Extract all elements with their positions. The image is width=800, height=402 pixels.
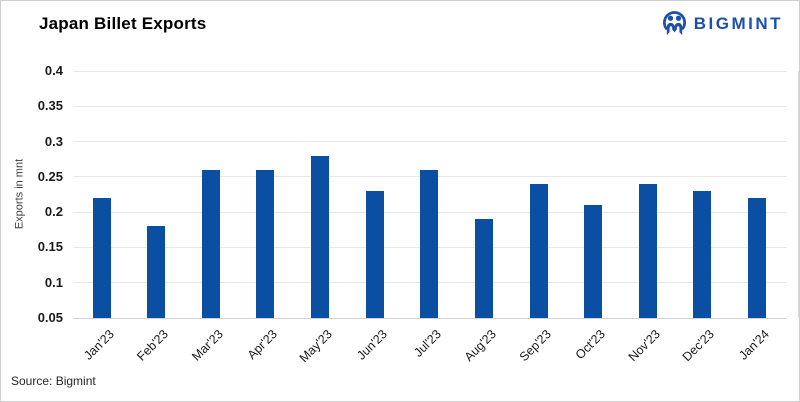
gridline bbox=[73, 141, 787, 143]
x-axis-tick-label: Sep'23 bbox=[516, 327, 554, 365]
x-axis-tick-label: Jun'23 bbox=[353, 327, 390, 363]
plot-right-border bbox=[798, 71, 799, 318]
x-axis-tick-label: Apr'23 bbox=[245, 327, 281, 363]
bar-Feb'23 bbox=[147, 226, 166, 318]
x-axis-tick-label: Mar'23 bbox=[189, 327, 226, 364]
bar-Nov'23 bbox=[638, 183, 657, 318]
y-axis-tick-label: 0.4 bbox=[44, 63, 63, 78]
gridline bbox=[73, 105, 787, 107]
x-axis-tick-label: Jul'23 bbox=[411, 327, 445, 360]
y-axis-title: Exports in mnt bbox=[13, 158, 26, 230]
bar-Dec'23 bbox=[693, 190, 712, 318]
y-axis-tick-label: 0.2 bbox=[44, 204, 63, 220]
bar-May'23 bbox=[311, 155, 329, 318]
x-axis-tick-label: Jan'23 bbox=[80, 327, 117, 363]
bar-Jan'24 bbox=[748, 198, 766, 318]
y-axis-tick-label: 0.25 bbox=[37, 168, 63, 184]
gridline bbox=[73, 70, 787, 72]
bar-Mar'23 bbox=[201, 169, 220, 318]
bar-Apr'23 bbox=[256, 169, 275, 318]
bar-Aug'23 bbox=[474, 219, 493, 318]
x-axis-tick-label: May'23 bbox=[296, 327, 335, 366]
x-axis-tick-label: Dec'23 bbox=[680, 327, 718, 365]
y-axis-tick-label: 0.3 bbox=[44, 133, 63, 149]
y-axis-tick-label: 0.35 bbox=[37, 98, 63, 114]
x-axis-tick-label: Feb'23 bbox=[134, 327, 172, 364]
y-axis-tick-label: 0.1 bbox=[44, 274, 63, 290]
x-axis-tick-label: Jan'24 bbox=[736, 327, 772, 363]
bar-Jan'23 bbox=[92, 198, 111, 318]
gridline bbox=[73, 317, 787, 319]
x-axis-tick-label: Oct'23 bbox=[572, 327, 609, 363]
x-axis-tick-label: Aug'23 bbox=[461, 327, 499, 365]
source-note: Source: Bigmint bbox=[11, 374, 96, 388]
bar-Sep'23 bbox=[529, 183, 548, 318]
bar-Oct'23 bbox=[584, 205, 603, 318]
y-axis-tick-label: 0.15 bbox=[37, 239, 63, 255]
bigmint-logo-text: BIGMINT bbox=[693, 13, 783, 33]
bigmint-logo: BIGMINT bbox=[661, 10, 783, 37]
bar-Jun'23 bbox=[365, 190, 384, 318]
bigmint-people-icon bbox=[662, 11, 686, 36]
x-axis-tick-label: Nov'23 bbox=[625, 327, 663, 365]
y-axis-tick-label: 0.05 bbox=[37, 310, 63, 325]
bar-Jul'23 bbox=[420, 169, 439, 318]
chart-title: Japan Billet Exports bbox=[39, 14, 207, 33]
